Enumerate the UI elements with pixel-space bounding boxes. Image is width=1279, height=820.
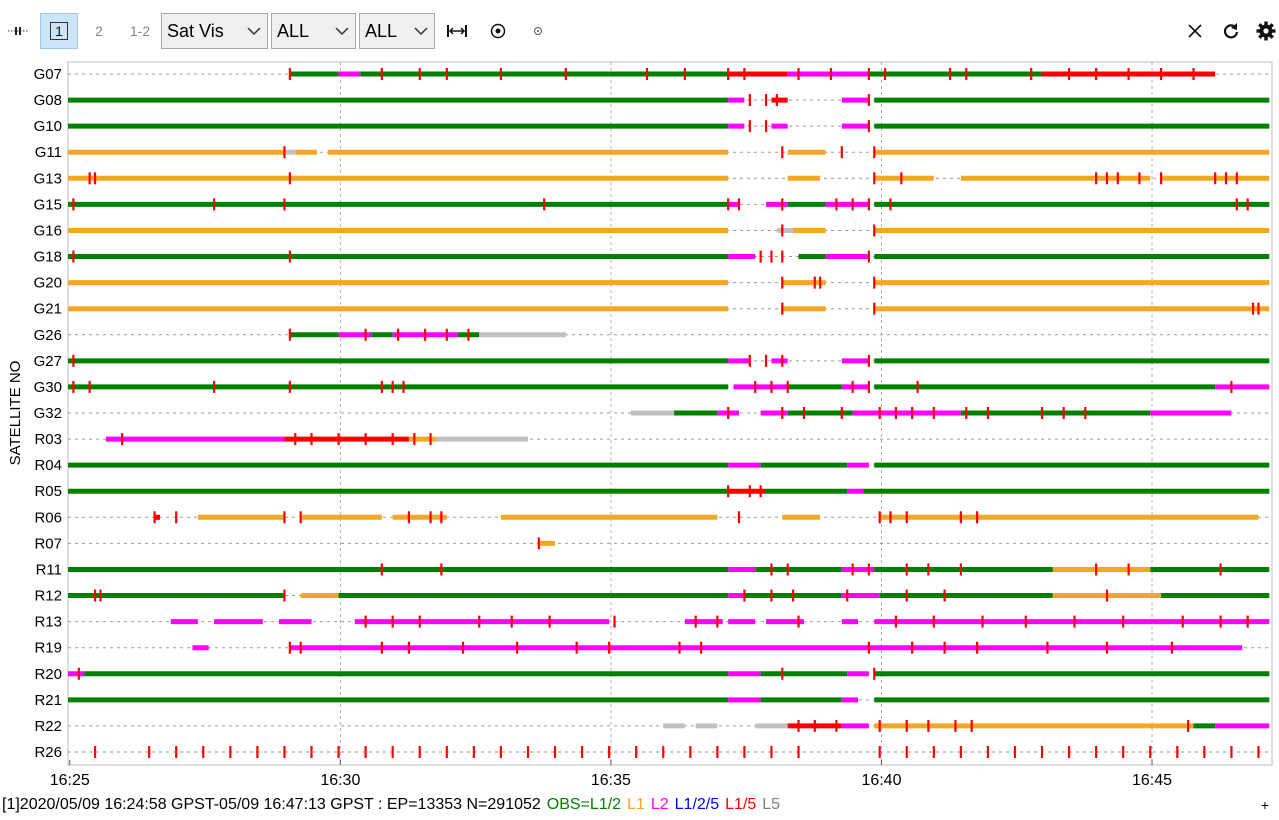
satellite-row-r06: R06 bbox=[34, 509, 1272, 526]
plot-mode-1-2-label: 1-2 bbox=[129, 23, 151, 39]
satellite-label: G16 bbox=[34, 222, 62, 239]
refresh-icon[interactable] bbox=[1218, 13, 1244, 49]
satellite-label: G15 bbox=[34, 196, 62, 213]
satellite-label: R03 bbox=[34, 431, 62, 448]
satellite-row-g08: G08 bbox=[34, 92, 1272, 109]
satellite-row-r22: R22 bbox=[34, 718, 1272, 735]
close-icon[interactable] bbox=[1182, 13, 1208, 49]
satellite-row-r05: R05 bbox=[34, 483, 1272, 500]
satellite-row-r20: R20 bbox=[34, 666, 1272, 683]
satellite-row-r11: R11 bbox=[36, 561, 1272, 578]
satellite-row-g11: G11 bbox=[35, 144, 1272, 161]
x-tick-label: 16:30 bbox=[320, 772, 360, 789]
chevron-down-icon bbox=[241, 14, 267, 48]
settings-gear-icon[interactable] bbox=[1254, 13, 1278, 49]
x-tick-label: 16:35 bbox=[591, 772, 631, 789]
satellite-row-g15: G15 bbox=[34, 196, 1272, 213]
satellite-label: G08 bbox=[34, 92, 62, 109]
satellite-label: R21 bbox=[34, 692, 62, 709]
status-text: [1]2020/05/09 16:24:58 GPST-05/09 16:47:… bbox=[2, 796, 541, 813]
status-bar: [1]2020/05/09 16:24:58 GPST-05/09 16:47:… bbox=[0, 790, 1279, 820]
signal-filter-value: ALL bbox=[365, 20, 398, 41]
satellite-label: R12 bbox=[34, 588, 62, 605]
x-tick-label: 16:45 bbox=[1132, 772, 1172, 789]
small-circle-icon[interactable] bbox=[526, 13, 550, 49]
satellite-row-g20: G20 bbox=[34, 275, 1272, 292]
satellite-visibility-plot[interactable]: G07 G08 G10 G11 G13 G15 G16 G18 G20 G21 G26 G27 G30 G… bbox=[0, 0, 1279, 790]
satellite-row-r03: R03 bbox=[34, 431, 1272, 448]
satellite-row-g16: G16 bbox=[34, 222, 1272, 239]
satellite-label: R04 bbox=[34, 457, 62, 474]
legend-l12: OBS=L1/2 bbox=[546, 796, 622, 813]
satellite-label: R26 bbox=[34, 744, 62, 761]
target-icon[interactable] bbox=[484, 13, 512, 49]
satellite-label: R06 bbox=[34, 509, 62, 526]
chevron-down-icon bbox=[408, 14, 434, 48]
plot-mode-1-label: 1 bbox=[50, 22, 68, 40]
satellite-row-r04: R04 bbox=[34, 457, 1272, 474]
expand-icon[interactable] bbox=[442, 13, 472, 49]
satellite-label: G10 bbox=[34, 118, 62, 135]
legend-l15: L1/5 bbox=[725, 796, 757, 813]
satellite-row-g13: G13 bbox=[34, 170, 1272, 187]
satellite-label: R07 bbox=[34, 535, 62, 552]
satellite-label: G11 bbox=[35, 144, 62, 161]
satellite-row-r13: R13 bbox=[34, 614, 1272, 631]
satellite-label: G18 bbox=[34, 249, 62, 266]
x-axis-ticks: 16:25 16:30 16:35 16:40 16:45 bbox=[50, 760, 1172, 789]
legend-l5: L5 bbox=[762, 796, 781, 813]
satellite-label: R11 bbox=[36, 561, 62, 578]
plot-type-value: Sat Vis bbox=[167, 20, 224, 41]
plot-mode-2-button[interactable]: 2 bbox=[84, 13, 114, 49]
legend-l2: L2 bbox=[650, 796, 669, 813]
plot-mode-1-2-button[interactable]: 1-2 bbox=[122, 13, 158, 49]
satellite-label: G13 bbox=[34, 170, 62, 187]
satellite-row-g26: G26 bbox=[34, 327, 1272, 344]
system-filter-value: ALL bbox=[277, 20, 310, 41]
satellite-label: G20 bbox=[34, 275, 62, 292]
resize-grip-icon[interactable]: + bbox=[1260, 797, 1269, 813]
satellite-label: G30 bbox=[34, 379, 62, 396]
plot-type-select[interactable]: Sat Vis bbox=[161, 13, 268, 49]
system-filter-select[interactable]: ALL bbox=[271, 13, 356, 49]
plot-mode-2-label: 2 bbox=[95, 23, 103, 39]
satellite-label: G07 bbox=[34, 66, 62, 83]
legend-l125: L1/2/5 bbox=[674, 796, 720, 813]
drag-handle-icon-svg bbox=[8, 27, 28, 35]
satellite-label: G27 bbox=[34, 353, 62, 370]
satellite-row-r07: R07 bbox=[34, 535, 1272, 552]
chevron-down-icon bbox=[329, 14, 355, 48]
satellite-label: G26 bbox=[34, 327, 62, 344]
satellite-label: R20 bbox=[34, 666, 62, 683]
satellite-row-g07: G07 bbox=[34, 66, 1272, 83]
x-tick-label: 16:40 bbox=[861, 772, 901, 789]
plot-mode-1-button[interactable]: 1 bbox=[40, 13, 78, 49]
satellite-row-r21: R21 bbox=[34, 692, 1272, 709]
y-axis-label: SATELLITE NO bbox=[7, 361, 24, 466]
satellite-label: R13 bbox=[34, 614, 62, 631]
legend-l1: L1 bbox=[627, 796, 645, 813]
satellite-row-g21: G21 bbox=[34, 301, 1272, 318]
drag-handle-icon[interactable] bbox=[2, 13, 34, 49]
satellite-label: R19 bbox=[34, 640, 62, 657]
satellite-label: G21 bbox=[34, 301, 62, 318]
satellite-row-r26: R26 bbox=[34, 744, 1272, 761]
satellite-label: R22 bbox=[34, 718, 62, 735]
satellite-label: R05 bbox=[34, 483, 62, 500]
satellite-row-g30: G30 bbox=[34, 379, 1272, 396]
satellite-row-g27: G27 bbox=[34, 353, 1272, 370]
satellite-row-r19: R19 bbox=[34, 640, 1272, 657]
satellite-row-g32: G32 bbox=[34, 405, 1272, 422]
satellite-row-g10: G10 bbox=[34, 118, 1272, 135]
signal-filter-select[interactable]: ALL bbox=[359, 13, 435, 49]
satellite-row-g18: G18 bbox=[34, 249, 1272, 266]
satellite-rows: G07 G08 G10 G11 G13 G15 G16 G18 G20 G21 G26 G27 G30 G… bbox=[34, 66, 1272, 761]
x-tick-label: 16:25 bbox=[50, 772, 90, 789]
satellite-label: G32 bbox=[34, 405, 62, 422]
satellite-row-r12: R12 bbox=[34, 588, 1272, 605]
